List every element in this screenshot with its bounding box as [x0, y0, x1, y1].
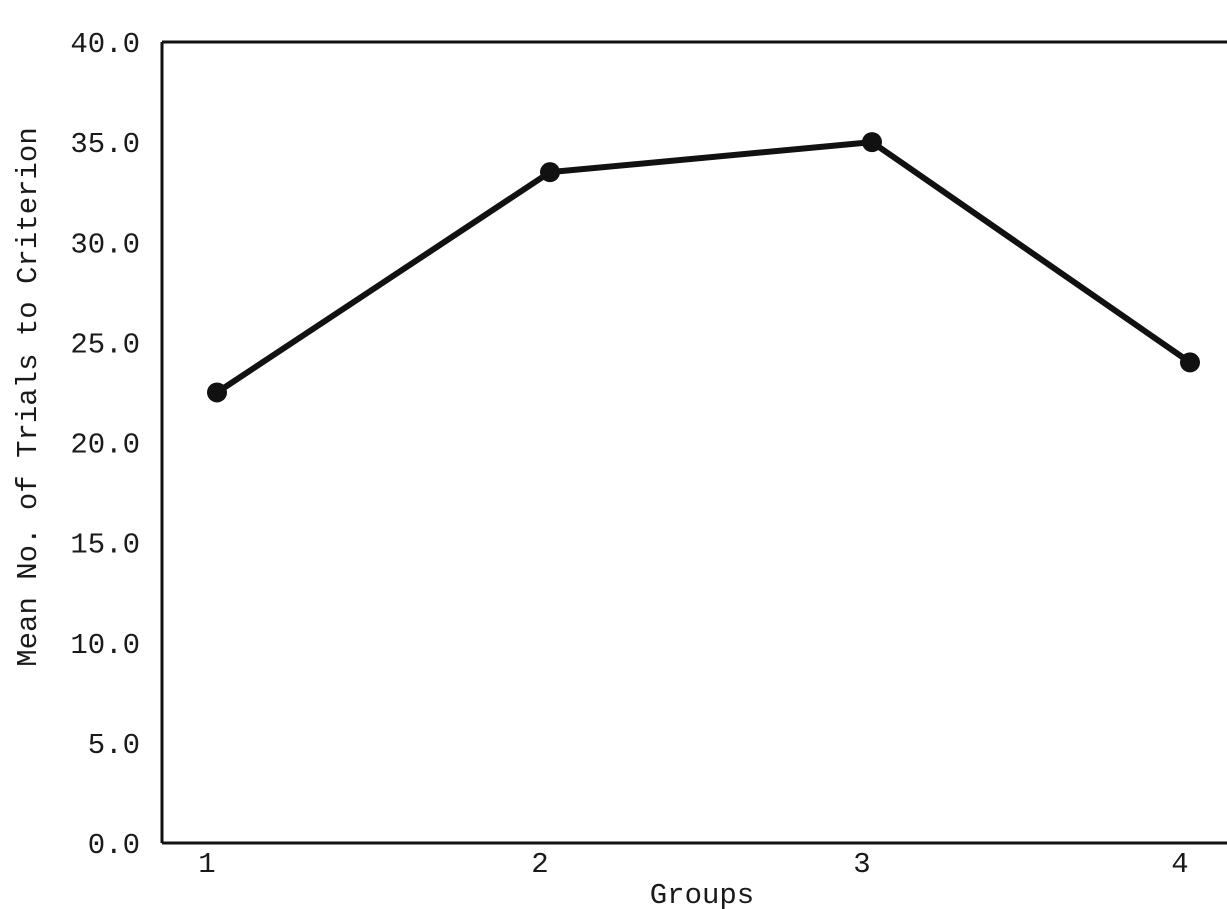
y-axis-label: Mean No. of Trials to Criterion [12, 127, 45, 667]
y-tick-label: 10.0 [70, 629, 140, 662]
axes [160, 40, 1227, 845]
x-tick-label: 3 [853, 848, 870, 881]
y-tick-label: 25.0 [70, 328, 140, 361]
x-axis-label: Groups [650, 879, 754, 909]
y-tick-label: 30.0 [70, 228, 140, 261]
series-layer [207, 132, 1200, 403]
y-tick-label: 40.0 [70, 28, 140, 61]
x-tick-label: 2 [531, 848, 548, 881]
data-point [540, 162, 560, 183]
y-tick-label: 15.0 [70, 529, 140, 562]
y-tick-labels: 0.0 5.0 10.0 15.0 20.0 25.0 30.0 35.0 40.0 [70, 28, 140, 862]
y-tick-label: 20.0 [70, 429, 140, 462]
y-tick-label: 0.0 [88, 829, 140, 862]
x-tick-label: 1 [198, 848, 215, 881]
series-line [215, 139, 1192, 395]
data-point [207, 382, 227, 403]
x-tick-labels: 1 2 3 4 [198, 848, 1188, 881]
data-point [862, 132, 882, 153]
y-tick-label: 35.0 [70, 128, 140, 161]
data-point [1180, 352, 1200, 373]
x-tick-label: 4 [1171, 848, 1188, 881]
y-tick-label: 5.0 [88, 729, 140, 762]
